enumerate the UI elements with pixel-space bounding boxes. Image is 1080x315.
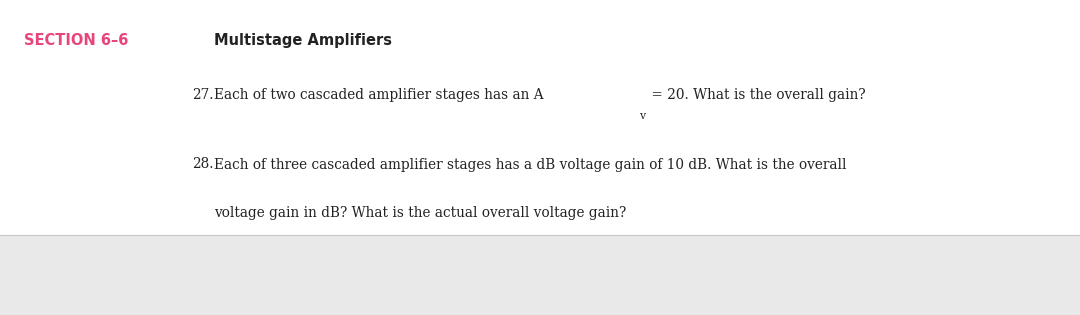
Text: 27.: 27.: [192, 88, 214, 102]
Text: Each of three cascaded amplifier stages has a dB voltage gain of 10 dB. What is : Each of three cascaded amplifier stages …: [214, 158, 847, 171]
Text: 28.: 28.: [192, 158, 214, 171]
Bar: [0, 235, 1080, 315]
Text: = 20. What is the overall gain?: = 20. What is the overall gain?: [647, 88, 866, 102]
Text: v: v: [639, 111, 645, 121]
Text: Each of two cascaded amplifier stages has an A: Each of two cascaded amplifier stages ha…: [214, 88, 543, 102]
Text: Multistage Amplifiers: Multistage Amplifiers: [214, 33, 392, 48]
Text: voltage gain in dB? What is the actual overall voltage gain?: voltage gain in dB? What is the actual o…: [214, 206, 626, 220]
Text: SECTION 6–6: SECTION 6–6: [24, 33, 129, 48]
